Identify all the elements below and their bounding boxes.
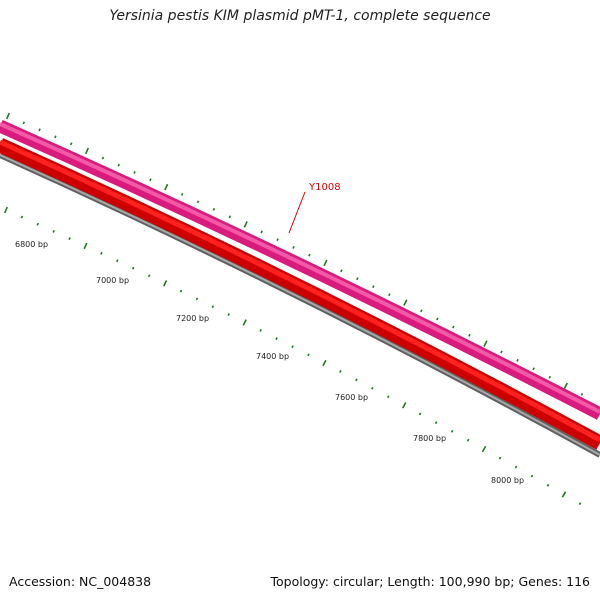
inner-tick [561,491,567,498]
bp-label-7400: 7400 bp [256,352,289,361]
outer-tick [532,367,535,371]
inner-tick [83,242,88,250]
inner-tick [355,378,358,382]
inner-tick [370,386,374,390]
inner-tick-marks [3,206,582,506]
bp-scale-labels: 6800 bp 7000 bp 7200 bp 7400 bp 7600 bp … [15,240,524,485]
outer-tick [101,156,105,160]
outer-tick [356,277,359,281]
outer-tick [323,259,328,267]
inner-tick [434,421,438,425]
outer-tick [388,293,391,297]
inner-tick [307,353,310,357]
outer-tick [243,221,248,228]
outer-tick [308,253,311,257]
outer-tick [452,325,455,329]
inner-tick [227,313,231,316]
inner-tick [578,502,582,506]
inner-tick [450,429,454,433]
outer-tick [133,171,136,174]
outer-tick [180,192,184,196]
inner-tick [498,456,502,460]
outer-tick [500,350,503,354]
gene-label-y1008[interactable]: Y1008 [308,182,341,193]
gene-label-leader-line [288,191,306,234]
inner-tick [242,319,247,326]
outer-tick [38,128,41,132]
inner-tick [339,370,342,373]
forward-strand-track-highlight [0,122,600,414]
inner-tick [100,251,103,255]
inner-tick [36,222,40,226]
outer-tick [548,375,552,379]
accession-text: Accession: NC_004838 [9,574,152,589]
bp-label-6800: 6800 bp [15,240,48,249]
inner-tick [116,259,119,263]
outer-tick [372,285,375,289]
inner-tick [514,465,518,469]
outer-tick [196,200,200,204]
inner-tick [162,280,168,287]
inner-tick [259,329,262,332]
map-title: Yersinia pestis KIM plasmid pMT-1, compl… [109,8,491,24]
reverse-strand-track [0,138,600,450]
outer-tick [84,147,90,155]
forward-strand-track [0,120,600,420]
inner-tick [546,483,550,487]
inner-tick [211,305,215,309]
inner-tick [68,237,71,241]
inner-tick [401,402,407,409]
backbone-track-highlight [0,154,600,456]
outer-tick [5,112,11,120]
backbone-track [0,152,600,458]
outer-tick [276,238,279,242]
bp-label-7000: 7000 bp [96,276,129,285]
inner-tick [147,274,151,278]
outer-tick [228,215,232,219]
outer-tick [436,317,439,321]
outer-tick-marks [5,112,584,396]
outer-tick [69,142,73,146]
inner-tick [322,359,327,367]
outer-tick [149,178,152,182]
inner-tick [386,395,390,399]
inner-tick [20,215,24,219]
bp-label-8000: 8000 bp [491,476,524,485]
outer-tick [164,183,169,191]
bp-label-7800: 7800 bp [413,434,446,443]
inner-tick [418,412,422,416]
outer-tick [420,309,423,313]
bp-label-7600: 7600 bp [335,393,368,402]
inner-tick [131,266,135,270]
outer-tick [54,135,57,139]
outer-tick [468,333,471,337]
inner-tick [52,229,55,233]
outer-tick [22,121,26,125]
inner-tick [195,297,199,301]
outer-tick [340,269,343,273]
outer-tick [563,382,569,389]
inner-tick [179,289,183,293]
inner-tick [481,445,487,453]
gene-tracks [0,120,600,458]
outer-tick [117,163,120,167]
inner-tick [466,438,470,442]
gene-label-group[interactable]: Y1008 [288,182,341,234]
outer-tick [516,358,519,362]
inner-tick [3,206,9,214]
bp-label-7200: 7200 bp [176,314,209,323]
inner-tick [275,337,278,340]
outer-tick [580,392,584,396]
inner-tick [291,345,294,349]
outer-tick [260,230,263,234]
outer-tick [212,207,216,211]
outer-tick [483,340,488,347]
outer-tick [403,299,408,306]
sequence-summary-text: Topology: circular; Length: 100,990 bp; … [270,574,591,589]
reverse-strand-track-highlight [0,139,600,443]
inner-tick [530,474,534,478]
outer-tick [292,245,295,249]
